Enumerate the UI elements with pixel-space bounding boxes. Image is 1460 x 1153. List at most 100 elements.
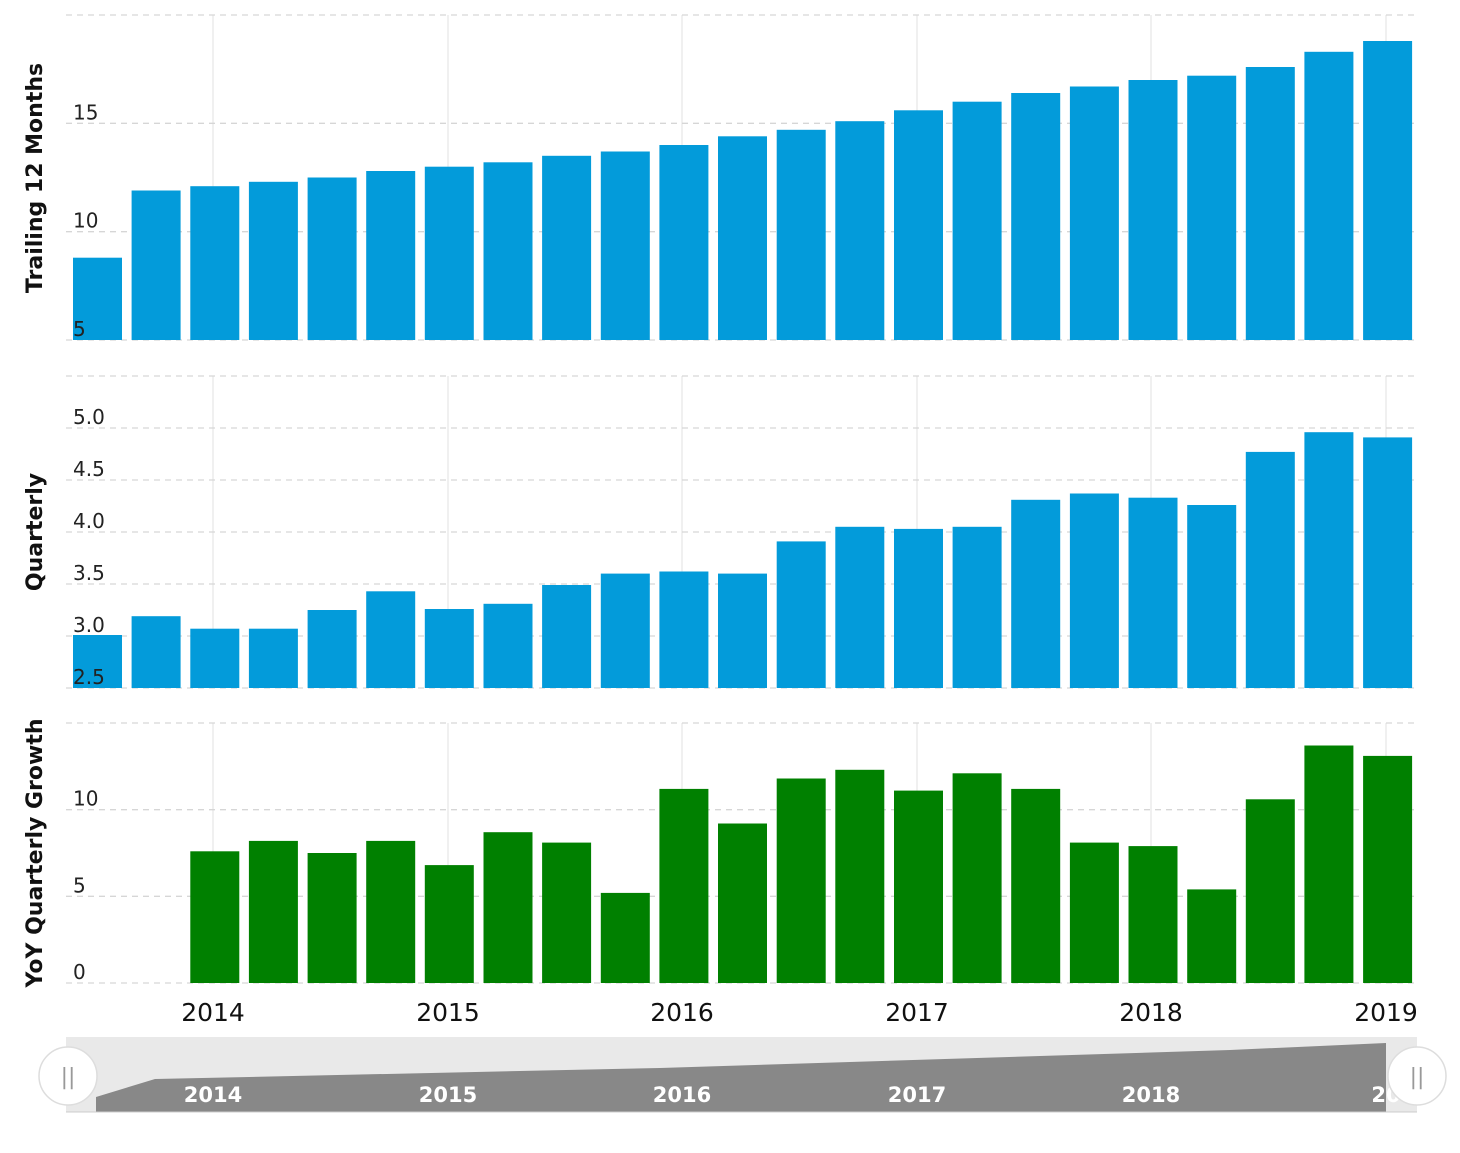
- x-tick-label: 2015: [416, 998, 480, 1027]
- bar[interactable]: [952, 526, 1002, 688]
- bar[interactable]: [835, 769, 885, 983]
- bar[interactable]: [1069, 493, 1119, 689]
- navigator-tick-label: 2015: [419, 1083, 477, 1107]
- range-navigator[interactable]: 2014 2015 2016 2017 2018 20 || ||: [38, 1037, 1447, 1113]
- bar[interactable]: [307, 177, 357, 341]
- bar[interactable]: [307, 610, 357, 688]
- bar[interactable]: [248, 181, 298, 340]
- bar[interactable]: [952, 101, 1002, 340]
- bar[interactable]: [1069, 86, 1119, 341]
- bar[interactable]: [366, 171, 416, 340]
- navigator-right-handle[interactable]: ||: [1387, 1046, 1447, 1106]
- bar[interactable]: [776, 129, 826, 340]
- panel3-y-axis-label: YoY Quarterly Growth: [23, 718, 48, 988]
- left-handle-grip-icon: ||: [61, 1065, 76, 1090]
- bar[interactable]: [1363, 755, 1413, 983]
- navigator-tick-label: 2016: [653, 1083, 711, 1107]
- bar[interactable]: [1304, 51, 1354, 341]
- bar[interactable]: [1187, 75, 1237, 340]
- bar[interactable]: [248, 840, 298, 983]
- y-tick-label: 5.0: [73, 405, 105, 429]
- bar[interactable]: [483, 603, 533, 688]
- bar[interactable]: [659, 788, 709, 983]
- bar[interactable]: [1187, 889, 1237, 983]
- bar[interactable]: [424, 609, 474, 688]
- bar[interactable]: [600, 892, 650, 983]
- bar[interactable]: [307, 853, 357, 983]
- bar[interactable]: [718, 823, 767, 984]
- navigator-tick-label: 2014: [184, 1083, 242, 1107]
- bar[interactable]: [600, 151, 650, 341]
- bar[interactable]: [835, 121, 885, 340]
- navigator-series-area: [96, 1043, 1386, 1112]
- bar[interactable]: [190, 186, 240, 340]
- bar[interactable]: [1363, 437, 1413, 688]
- bar[interactable]: [73, 257, 122, 340]
- bar[interactable]: [1245, 451, 1295, 688]
- bar[interactable]: [1304, 745, 1354, 984]
- bar[interactable]: [131, 190, 181, 341]
- bar[interactable]: [366, 840, 416, 983]
- y-tick-label: 4.5: [73, 457, 105, 481]
- bar[interactable]: [659, 571, 709, 689]
- y-tick-label: 3.0: [73, 613, 105, 637]
- bar[interactable]: [542, 155, 592, 340]
- x-tick-label: 2019: [1354, 998, 1418, 1027]
- bar[interactable]: [483, 162, 533, 340]
- bar[interactable]: [1245, 799, 1295, 983]
- bar[interactable]: [1128, 497, 1178, 688]
- bar[interactable]: [718, 136, 767, 340]
- y-tick-label: 5: [73, 873, 86, 897]
- bar[interactable]: [894, 110, 943, 340]
- bar[interactable]: [1363, 41, 1413, 340]
- y-tick-label: 0: [73, 960, 86, 984]
- y-tick-label: 2.5: [73, 665, 105, 689]
- bar[interactable]: [1187, 505, 1237, 688]
- bar[interactable]: [776, 541, 826, 688]
- bar[interactable]: [424, 865, 474, 983]
- bar[interactable]: [600, 573, 650, 688]
- bar[interactable]: [366, 591, 416, 688]
- bar[interactable]: [1128, 846, 1178, 983]
- bar[interactable]: [1011, 499, 1061, 688]
- bar[interactable]: [542, 842, 592, 983]
- bar[interactable]: [1069, 842, 1119, 983]
- bar[interactable]: [835, 526, 885, 688]
- bar[interactable]: [1245, 67, 1295, 340]
- bar[interactable]: [542, 585, 592, 688]
- bar[interactable]: [73, 635, 122, 688]
- navigator-left-handle[interactable]: ||: [38, 1046, 98, 1106]
- bar[interactable]: [718, 573, 767, 688]
- bar[interactable]: [894, 528, 943, 688]
- y-tick-label: 3.5: [73, 561, 105, 585]
- x-tick-label: 2014: [181, 998, 245, 1027]
- bar[interactable]: [424, 166, 474, 340]
- bar[interactable]: [1011, 93, 1061, 340]
- bar[interactable]: [1011, 788, 1061, 983]
- bar[interactable]: [659, 145, 709, 340]
- y-tick-label: 4.0: [73, 509, 105, 533]
- bar[interactable]: [1304, 432, 1354, 688]
- y-tick-label: 10: [73, 209, 98, 233]
- bar[interactable]: [776, 778, 826, 984]
- right-handle-grip-icon: ||: [1410, 1065, 1425, 1090]
- bar[interactable]: [894, 790, 943, 983]
- y-tick-label: 15: [73, 100, 98, 124]
- bar[interactable]: [190, 851, 240, 983]
- bar[interactable]: [248, 628, 298, 688]
- y-tick-label: 5: [73, 317, 86, 341]
- bar[interactable]: [483, 832, 533, 983]
- bar[interactable]: [131, 616, 181, 688]
- bar[interactable]: [190, 628, 240, 688]
- panel1-y-axis-label: Trailing 12 Months: [23, 63, 48, 293]
- y-tick-labels: 5 10 15 2.5 3.0 3.5 4.0 4.5 5.0 0 5 10: [73, 100, 105, 984]
- x-tick-label: 2016: [650, 998, 714, 1027]
- panel2-y-axis-label: Quarterly: [23, 473, 48, 591]
- bar[interactable]: [952, 773, 1002, 983]
- navigator-tick-label: 2017: [888, 1083, 946, 1107]
- bar-series: [73, 41, 1413, 984]
- y-tick-label: 10: [73, 787, 98, 811]
- bar[interactable]: [1128, 80, 1178, 340]
- x-tick-label: 2018: [1119, 998, 1183, 1027]
